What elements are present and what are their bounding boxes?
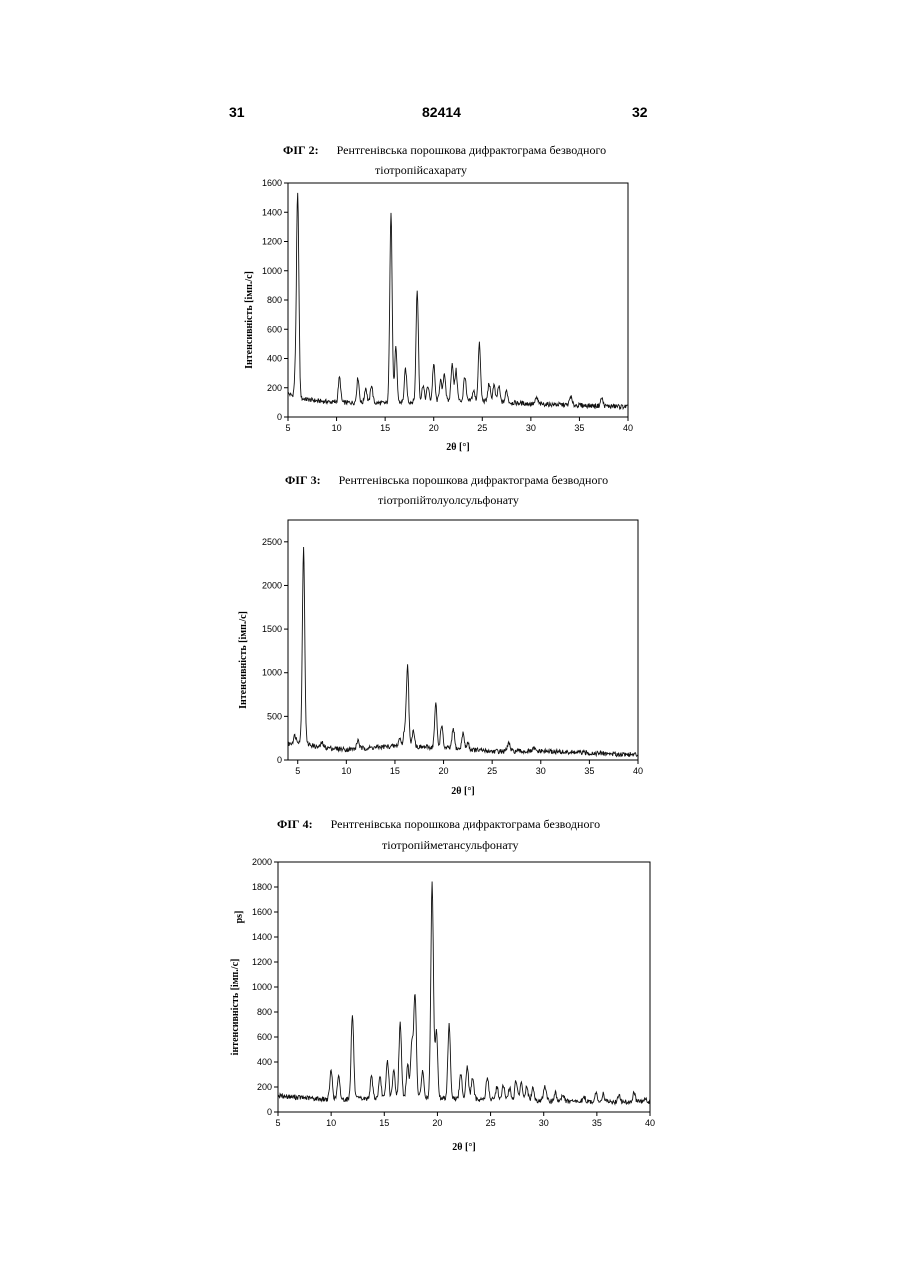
caption-line-1: Рентгенівська порошкова дифрактограма бе… bbox=[339, 473, 608, 487]
x-tick-label: 35 bbox=[584, 766, 594, 776]
xrd-chart-fig3: 0 500 1000 1500 2000 2500 5 10 15 20 25 30 35 40 2θ [°… bbox=[230, 512, 650, 802]
caption-line-2: тіотропійметансульфонату bbox=[382, 838, 518, 853]
x-tick-label: 15 bbox=[380, 423, 390, 433]
x-tick-label: 25 bbox=[487, 766, 497, 776]
y-tick-label: 2500 bbox=[262, 537, 282, 547]
y-tick-label: 1600 bbox=[262, 178, 282, 188]
y-tick-label: 1000 bbox=[262, 266, 282, 276]
figure-number: ФІГ 3: bbox=[285, 473, 321, 487]
figure-caption: ФІГ 4: Рентгенівська порошкова дифрактогр… bbox=[277, 817, 600, 832]
x-tick-label: 20 bbox=[439, 766, 449, 776]
x-tick-label: 30 bbox=[526, 423, 536, 433]
y-axis-label: Інтенсивність [імп./с] bbox=[238, 611, 249, 709]
y-tick-label: 1200 bbox=[262, 237, 282, 247]
y-axis-label: Інтенсивність [імп./с] bbox=[244, 271, 255, 369]
x-tick-label: 10 bbox=[332, 423, 342, 433]
x-tick-label: 35 bbox=[574, 423, 584, 433]
y-tick-label: 200 bbox=[267, 383, 282, 393]
y-tick-label: 1600 bbox=[252, 907, 272, 917]
y-tick-label: 200 bbox=[257, 1082, 272, 1092]
x-axis-label: 2θ [°] bbox=[451, 786, 474, 797]
x-tick-label: 15 bbox=[379, 1118, 389, 1128]
x-tick-label: 40 bbox=[623, 423, 633, 433]
y-tick-label: 2000 bbox=[262, 580, 282, 590]
y-tick-label: 600 bbox=[257, 1032, 272, 1042]
y-tick-label: 400 bbox=[257, 1057, 272, 1067]
diffraction-trace bbox=[288, 547, 638, 757]
caption-line-2: тіотропійтолуолсульфонату bbox=[378, 493, 519, 508]
x-tick-label: 30 bbox=[539, 1118, 549, 1128]
y-tick-label: 400 bbox=[267, 354, 282, 364]
y-tick-label: 0 bbox=[277, 412, 282, 422]
y-tick-label: 1000 bbox=[262, 668, 282, 678]
page-number-left: 31 bbox=[229, 104, 245, 120]
y-tick-label: 500 bbox=[267, 711, 282, 721]
x-tick-label: 35 bbox=[592, 1118, 602, 1128]
x-tick-label: 30 bbox=[536, 766, 546, 776]
plot-frame bbox=[288, 520, 638, 760]
figure-number: ФІГ 4: bbox=[277, 817, 313, 831]
caption-line-1: Рентгенівська порошкова дифрактограма бе… bbox=[337, 143, 606, 157]
y-tick-label: 0 bbox=[277, 755, 282, 765]
x-axis-label: 2θ [°] bbox=[446, 442, 469, 453]
x-tick-label: 15 bbox=[390, 766, 400, 776]
y-tick-label: 0 bbox=[267, 1107, 272, 1117]
y-tick-label: 1400 bbox=[252, 932, 272, 942]
x-tick-label: 25 bbox=[486, 1118, 496, 1128]
y-axis-label-extra: ps] bbox=[234, 911, 245, 924]
x-tick-label: 20 bbox=[429, 423, 439, 433]
y-tick-label: 600 bbox=[267, 324, 282, 334]
y-tick-label: 1200 bbox=[252, 957, 272, 967]
diffraction-trace bbox=[288, 193, 628, 409]
figure-number: ФІГ 2: bbox=[283, 143, 319, 157]
diffraction-trace bbox=[278, 882, 650, 1105]
figure-caption: ФІГ 2: Рентгенівська порошкова дифрактогр… bbox=[283, 143, 606, 158]
x-axis-label: 2θ [°] bbox=[452, 1142, 475, 1153]
x-tick-label: 10 bbox=[341, 766, 351, 776]
caption-line-1: Рентгенівська порошкова дифрактограма бе… bbox=[331, 817, 600, 831]
y-tick-label: 1800 bbox=[252, 882, 272, 892]
x-tick-label: 10 bbox=[326, 1118, 336, 1128]
x-tick-label: 5 bbox=[275, 1118, 280, 1128]
x-tick-label: 5 bbox=[285, 423, 290, 433]
y-tick-label: 1000 bbox=[252, 982, 272, 992]
figure-caption: ФІГ 3: Рентгенівська порошкова дифрактогр… bbox=[285, 473, 608, 488]
y-tick-label: 1400 bbox=[262, 207, 282, 217]
y-tick-label: 800 bbox=[267, 295, 282, 305]
y-tick-label: 800 bbox=[257, 1007, 272, 1017]
y-axis-label: інтенсивність [імп./с] bbox=[230, 959, 241, 1056]
xrd-chart-fig4: 0 200 400 600 800 1000 1200 1400 1600 1800 2000 5 10… bbox=[220, 852, 660, 1162]
x-tick-label: 25 bbox=[477, 423, 487, 433]
page-number-right: 32 bbox=[632, 104, 648, 120]
x-tick-label: 40 bbox=[645, 1118, 655, 1128]
x-tick-label: 5 bbox=[295, 766, 300, 776]
plot-frame bbox=[278, 862, 650, 1112]
y-tick-label: 1500 bbox=[262, 624, 282, 634]
x-tick-label: 40 bbox=[633, 766, 643, 776]
x-tick-label: 20 bbox=[432, 1118, 442, 1128]
y-tick-label: 2000 bbox=[252, 857, 272, 867]
document-number: 82414 bbox=[422, 104, 461, 120]
xrd-chart-fig2: 0 200 400 600 800 1000 1200 1400 1600 5 10 15 20 25 30… bbox=[230, 175, 650, 460]
